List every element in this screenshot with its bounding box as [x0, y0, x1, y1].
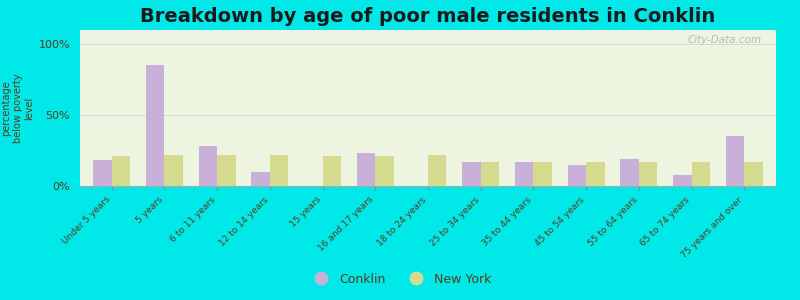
Bar — [270, 155, 288, 186]
Bar — [744, 162, 763, 186]
Bar — [673, 175, 692, 186]
Bar — [515, 162, 534, 186]
Y-axis label: percentage
below poverty
level: percentage below poverty level — [2, 73, 34, 143]
Bar — [481, 162, 499, 186]
Bar — [586, 162, 605, 186]
Title: Breakdown by age of poor male residents in Conklin: Breakdown by age of poor male residents … — [140, 7, 716, 26]
Bar — [251, 172, 270, 186]
Bar — [692, 162, 710, 186]
Bar — [93, 160, 112, 186]
Bar — [621, 159, 639, 186]
Text: City-Data.com: City-Data.com — [688, 35, 762, 45]
Bar — [428, 155, 446, 186]
Bar — [217, 155, 235, 186]
Legend: Conklin, New York: Conklin, New York — [304, 268, 496, 291]
Bar — [357, 153, 375, 186]
Bar — [322, 156, 341, 186]
Bar — [146, 65, 164, 186]
Bar — [375, 156, 394, 186]
Bar — [462, 162, 481, 186]
Bar — [198, 146, 217, 186]
Bar — [639, 162, 658, 186]
Bar — [534, 162, 552, 186]
Bar — [112, 156, 130, 186]
Bar — [568, 165, 586, 186]
Bar — [164, 155, 183, 186]
Bar — [726, 136, 744, 186]
